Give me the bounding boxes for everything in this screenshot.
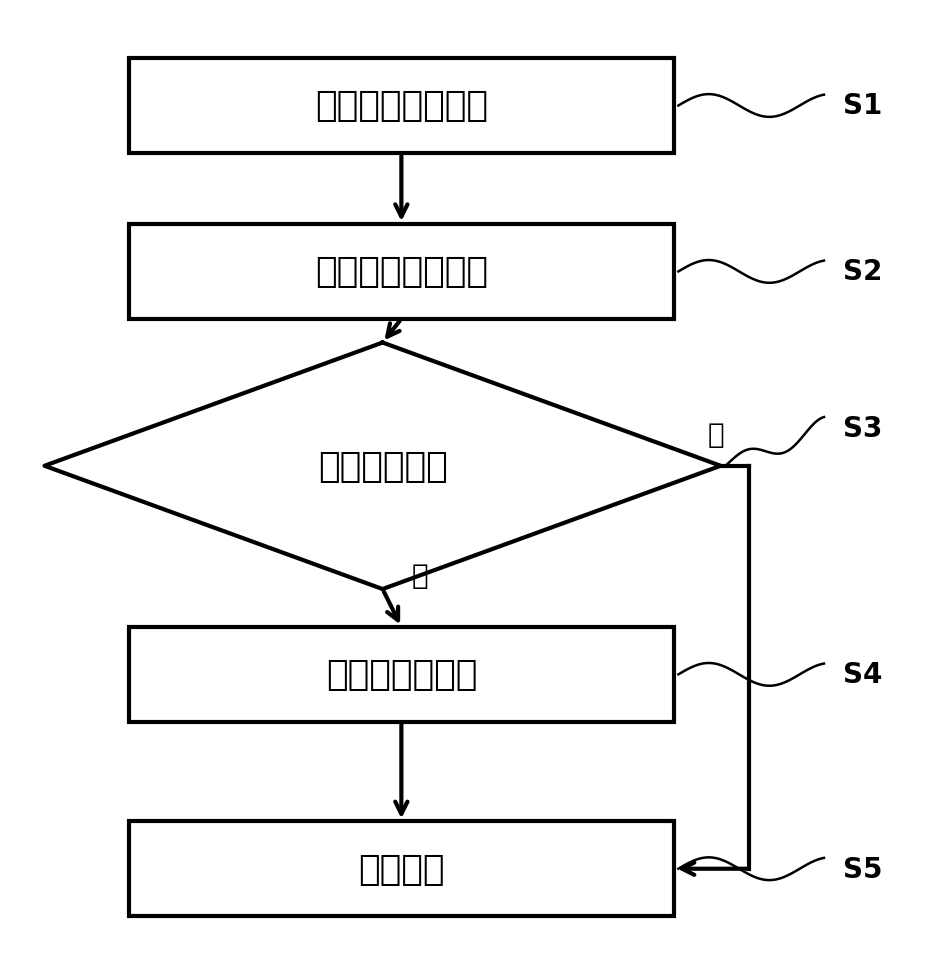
Polygon shape: [45, 343, 720, 589]
Text: S5: S5: [842, 855, 882, 883]
Text: 获取焊缝表面轮廓: 获取焊缝表面轮廓: [314, 89, 487, 123]
Bar: [129, 225, 673, 319]
Text: S3: S3: [842, 414, 882, 442]
Text: 否: 否: [707, 421, 724, 449]
Bar: [129, 822, 673, 916]
Text: S2: S2: [842, 259, 882, 286]
Text: 是: 是: [411, 561, 428, 589]
Text: 是否存在缺陷: 是否存在缺陷: [317, 450, 447, 483]
Text: S1: S1: [842, 92, 882, 120]
Text: 输出结果: 输出结果: [358, 851, 445, 886]
Bar: [129, 628, 673, 722]
Bar: [129, 59, 673, 154]
Text: S4: S4: [842, 660, 882, 689]
Text: 设置焊缝合格区间: 设置焊缝合格区间: [314, 256, 487, 289]
Text: 缺陷识别和分类: 缺陷识别和分类: [326, 657, 477, 692]
